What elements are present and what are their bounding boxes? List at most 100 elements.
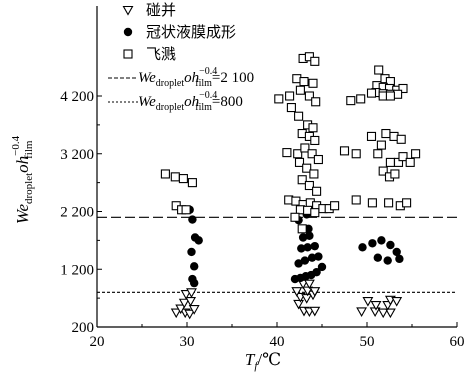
data-point-triangle-down-open xyxy=(303,279,315,290)
data-point-square-open xyxy=(367,198,377,208)
data-point-square-open xyxy=(346,96,356,106)
data-point-circle-filled xyxy=(383,256,392,265)
data-point-square-open xyxy=(390,169,400,179)
data-point-square-open xyxy=(286,103,296,113)
data-point-triangle-down-open xyxy=(178,298,190,309)
data-point-triangle-down-open xyxy=(309,306,321,317)
data-point-square-open xyxy=(300,143,310,153)
data-point-circle-filled xyxy=(303,243,312,252)
data-point-circle-filled xyxy=(358,243,367,252)
data-point-square-open xyxy=(351,149,361,159)
data-point-square-open xyxy=(402,198,412,208)
data-point-circle-filled xyxy=(395,254,404,264)
data-point-square-open xyxy=(374,65,384,75)
legend-marker-triangle-down-open xyxy=(122,5,134,16)
data-point-square-open xyxy=(170,172,180,182)
data-point-triangle-down-open xyxy=(184,309,196,320)
legend-label: 飞溅 xyxy=(146,45,176,63)
data-point-triangle-down-open xyxy=(185,296,197,307)
data-point-circle-filled xyxy=(194,236,203,245)
data-point-circle-filled xyxy=(190,278,199,288)
data-point-triangle-down-open xyxy=(301,294,313,304)
data-point-square-open xyxy=(373,149,383,159)
legend-label: 碰并 xyxy=(146,1,176,19)
y-tick-label: 4 200 xyxy=(60,89,94,105)
data-point-circle-filled xyxy=(386,240,395,250)
threshold-lines xyxy=(97,216,457,293)
data-point-square-open xyxy=(304,180,314,191)
axis-labels: Tf/℃ Wedropletoh−0.4film xyxy=(10,135,281,372)
data-point-square-open xyxy=(378,166,388,176)
data-point-square-open xyxy=(294,157,305,167)
data-point-triangle-down-open xyxy=(291,287,303,297)
data-point-square-open xyxy=(385,157,395,167)
data-point-square-open xyxy=(309,169,319,179)
data-point-circle-filled xyxy=(317,262,327,272)
data-point-square-open xyxy=(308,78,318,88)
data-point-square-open xyxy=(178,174,188,184)
data-point-square-open xyxy=(307,149,317,159)
y-tick-label: 3 200 xyxy=(60,147,94,163)
y-tick-label: 1 200 xyxy=(60,262,94,278)
data-point-circle-filled xyxy=(377,236,386,245)
legend-formula-800: Wedropletoh−0.4 film=800 xyxy=(138,90,243,113)
data-point-circle-filled xyxy=(392,247,401,257)
data-point-square-open xyxy=(282,148,292,158)
data-point-square-open xyxy=(293,149,303,159)
legend-formula-2100: Wedropletoh−0.4 film=2 100 xyxy=(138,66,254,89)
data-point-circle-filled xyxy=(300,256,310,265)
data-point-square-open xyxy=(290,212,300,222)
data-point-circle-filled xyxy=(188,215,197,224)
data-point-circle-filled xyxy=(307,253,317,262)
data-point-square-open xyxy=(304,91,314,101)
x-tick-label: 40 xyxy=(270,334,285,350)
data-point-square-open xyxy=(339,146,350,156)
data-point-triangle-down-open xyxy=(170,308,182,319)
data-point-square-open xyxy=(187,178,197,188)
data-point-triangle-down-open xyxy=(188,305,200,315)
data-point-square-open xyxy=(396,134,406,144)
data-point-triangle-down-open xyxy=(302,286,314,297)
data-point-triangle-down-open xyxy=(186,288,197,298)
data-point-triangle-down-open xyxy=(175,304,187,315)
data-point-circle-filled xyxy=(297,244,306,253)
data-point-triangle-down-open xyxy=(377,308,389,319)
data-point-square-open xyxy=(310,135,320,146)
data-point-square-open xyxy=(304,52,314,62)
data-point-square-open xyxy=(274,94,284,104)
data-point-circle-filled xyxy=(368,239,377,248)
data-point-square-open xyxy=(384,198,394,208)
data-point-square-open xyxy=(181,205,191,215)
legend-marker-circle-filled xyxy=(123,27,133,37)
data-point-circle-filled xyxy=(298,233,308,242)
y-tick-label: 200 xyxy=(72,320,95,336)
data-point-circle-filled xyxy=(314,252,323,261)
data-point-triangle-down-open xyxy=(362,296,374,307)
data-point-circle-filled xyxy=(190,262,199,271)
axes: 20 30 40 50 60 200 1 200 2 200 3 200 4 200 xyxy=(60,6,465,350)
data-point-square-open xyxy=(297,175,307,185)
data-point-square-open xyxy=(376,140,386,150)
data-point-square-open xyxy=(366,131,377,141)
data-point-triangle-down-open xyxy=(370,301,382,311)
data-point-square-open xyxy=(366,88,377,98)
data-point-triangle-down-open xyxy=(384,308,396,319)
data-point-square-open xyxy=(310,208,320,218)
data-point-square-open xyxy=(330,201,340,211)
data-point-square-open xyxy=(160,169,170,179)
data-point-square-open xyxy=(398,152,408,162)
legend-label: 冠状液膜成形 xyxy=(146,23,236,41)
y-tick-label: 2 200 xyxy=(60,205,94,221)
data-point-square-open xyxy=(308,123,318,133)
data-point-triangle-down-open xyxy=(293,299,305,310)
data-point-square-open xyxy=(297,224,307,234)
data-point-circle-filled xyxy=(310,241,319,251)
x-tick-label: 30 xyxy=(180,334,195,350)
data-point-triangle-down-open xyxy=(391,296,403,307)
data-point-square-open xyxy=(299,77,309,87)
data-point-triangle-down-open xyxy=(309,287,321,297)
y-axis-label: Wedropletoh−0.4film xyxy=(10,135,35,224)
data-point-triangle-down-open xyxy=(180,290,192,300)
data-point-circle-filled xyxy=(373,253,382,262)
